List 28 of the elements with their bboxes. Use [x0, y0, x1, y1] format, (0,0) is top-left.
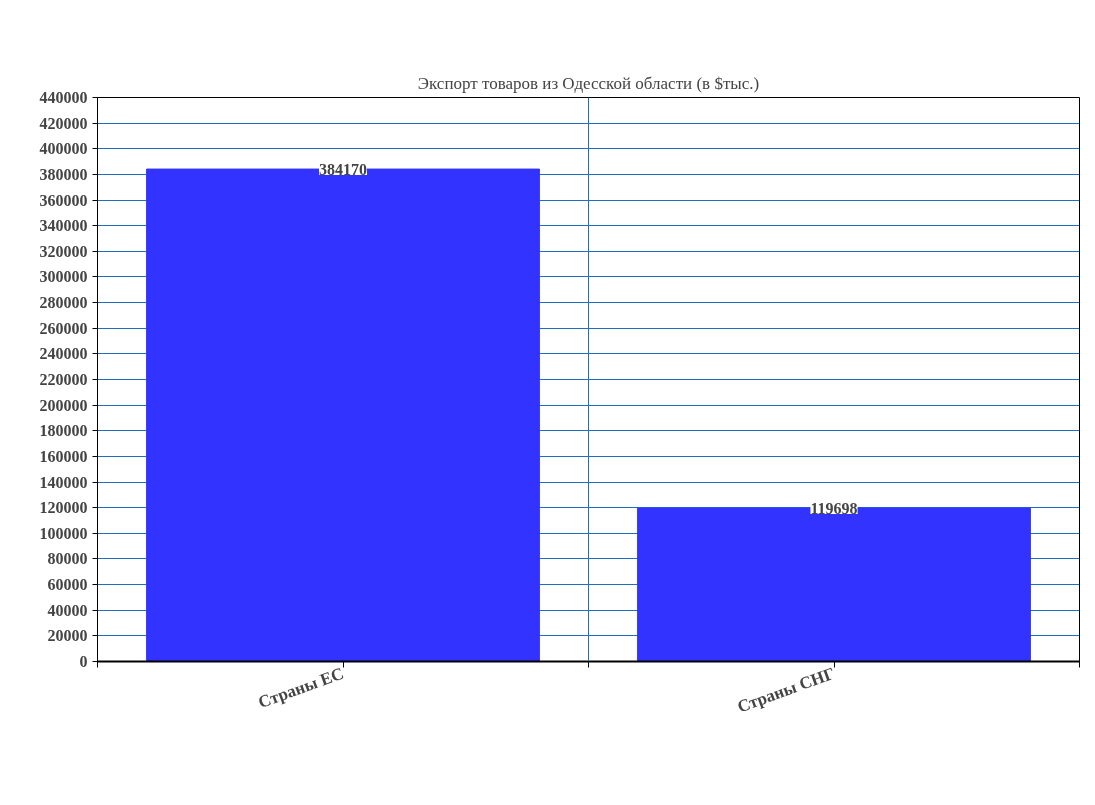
y-tick-label: 80000: [47, 550, 88, 568]
y-tick-label: 300000: [39, 268, 88, 286]
y-tick-label: 160000: [39, 447, 88, 465]
data-label: 384170: [319, 161, 367, 179]
y-tick-label: 140000: [39, 473, 88, 491]
y-tick-label: 380000: [39, 165, 88, 183]
y-tick-label: 320000: [39, 242, 88, 260]
x-tick-label: Страны ЕС: [255, 663, 347, 713]
y-tick-label: 400000: [39, 140, 88, 158]
y-tick-label: 440000: [39, 89, 88, 106]
y-tick-label: 40000: [47, 601, 88, 619]
y-tick-label: 260000: [39, 319, 88, 337]
y-tick-label: 180000: [39, 422, 88, 440]
y-tick-label: 420000: [39, 114, 88, 132]
data-label: 119698: [810, 500, 858, 518]
y-tick-label: 0: [79, 653, 88, 670]
y-tick-label: 240000: [39, 345, 88, 363]
y-tick-label: 100000: [39, 524, 88, 542]
y-tick-label: 340000: [39, 217, 88, 235]
y-tick-label: 200000: [39, 396, 88, 414]
x-tick-label: Страны СНГ: [734, 663, 838, 717]
y-tick-label: 120000: [39, 499, 88, 517]
y-tick-label: 280000: [39, 294, 88, 312]
y-tick-label: 60000: [47, 576, 88, 594]
y-tick-label: 20000: [47, 627, 88, 645]
chart-title: Экспорт товаров из Одесской области (в $тыс.): [417, 73, 760, 93]
y-tick-label: 220000: [39, 371, 88, 388]
y-tick-label: 360000: [39, 191, 88, 209]
